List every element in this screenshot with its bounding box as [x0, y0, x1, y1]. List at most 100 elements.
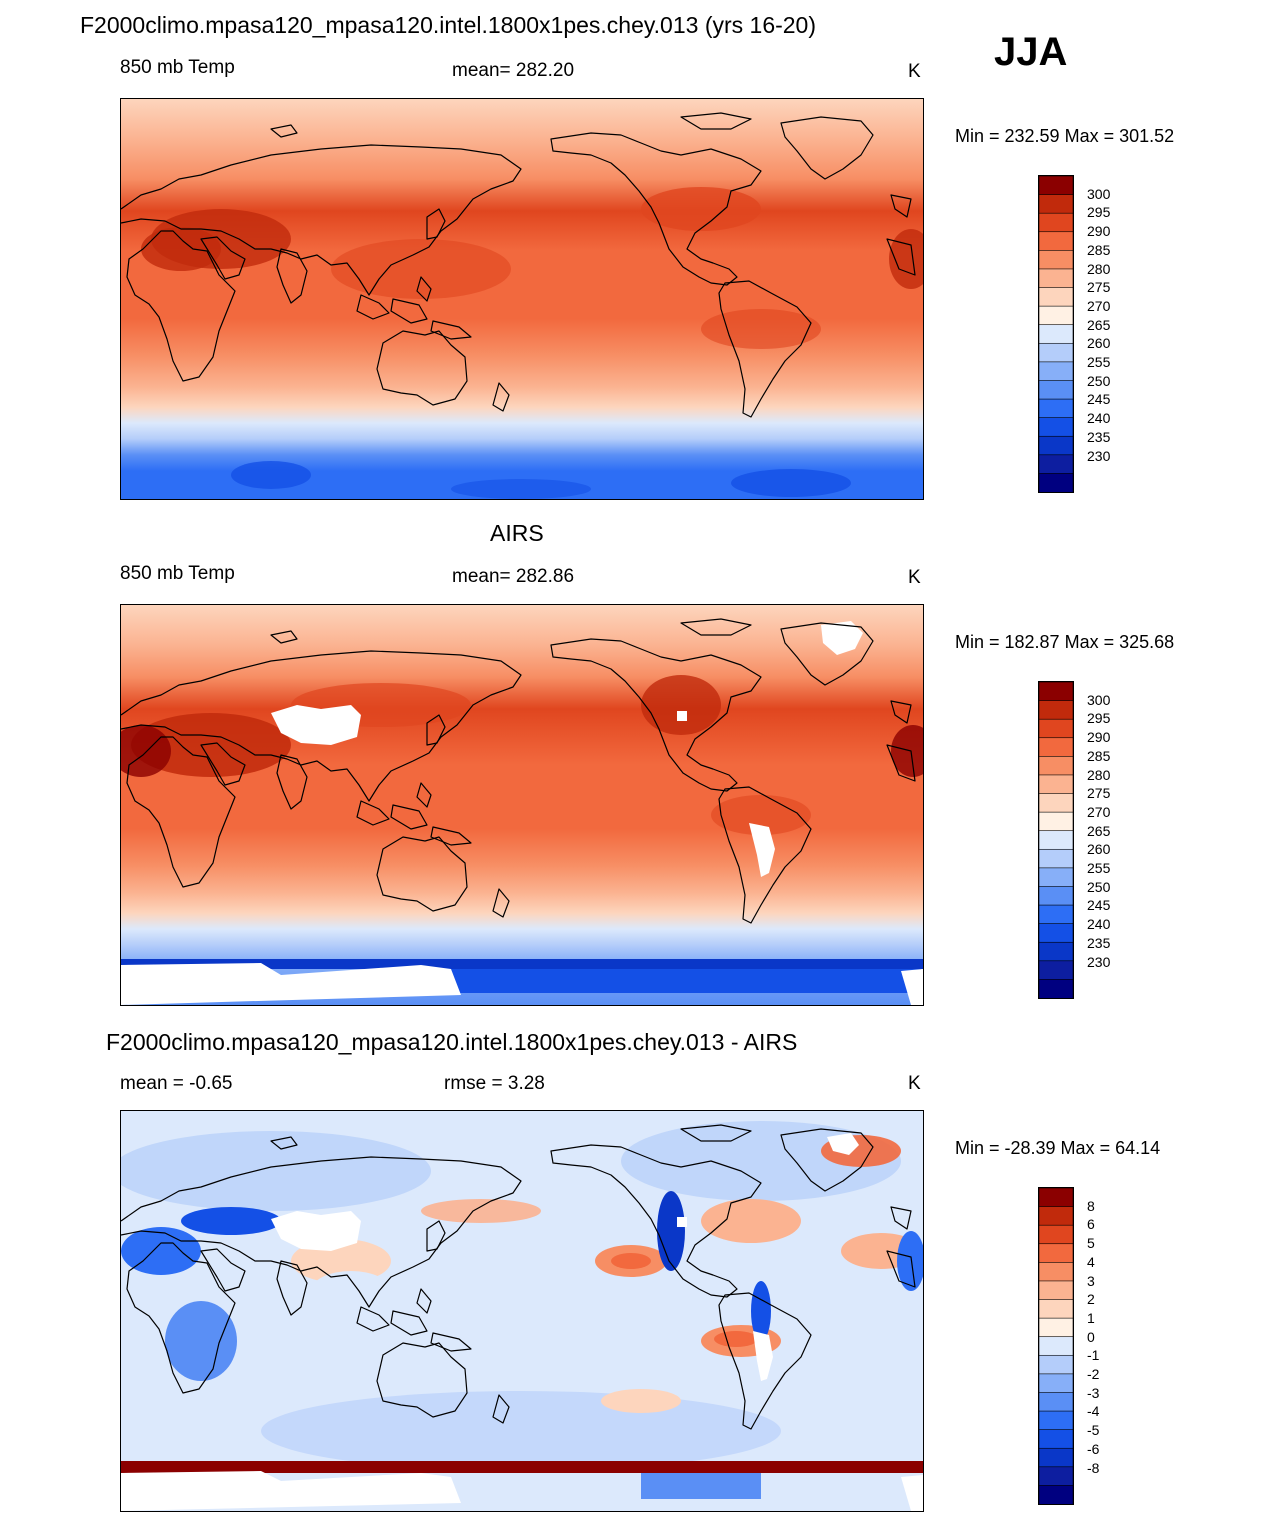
colorbar-tick-label: 300 [1087, 691, 1111, 708]
colorbar-tick-label: 300 [1087, 185, 1111, 202]
panel1-minmax-label: Min = 232.59 Max = 301.52 [955, 126, 1175, 146]
colorbar-tick-label: 255 [1087, 860, 1111, 877]
panel1-title: F2000climo.mpasa120_mpasa120.intel.1800x… [80, 12, 817, 38]
colorbar-tick-label: -1 [1087, 1347, 1100, 1364]
panel2-mean-label: mean= 282.86 [452, 566, 575, 587]
colorbar-tick-label: 270 [1087, 803, 1111, 820]
colorbar-swatch [1039, 848, 1073, 869]
colorbar-swatch [1039, 1373, 1073, 1394]
colorbar-swatch [1039, 361, 1073, 382]
colorbar-tick-label: 1 [1087, 1309, 1095, 1326]
panel3-colorbar [1038, 1187, 1074, 1505]
colorbar-tick-label: -8 [1087, 1459, 1100, 1476]
colorbar-tick-label: 275 [1087, 785, 1111, 802]
colorbar-tick-label: -6 [1087, 1440, 1100, 1457]
colorbar-tick-label: 3 [1087, 1272, 1095, 1289]
colorbar-tick-label: -4 [1087, 1403, 1100, 1420]
colorbar-swatch [1039, 324, 1073, 345]
colorbar-swatch [1039, 212, 1073, 233]
colorbar-tick-label: 260 [1087, 335, 1111, 352]
colorbar-swatch [1039, 682, 1073, 702]
colorbar-swatch [1039, 830, 1073, 851]
colorbar-swatch [1039, 793, 1073, 813]
panel1-colorbar-swatches [1039, 176, 1073, 492]
colorbar-swatch [1039, 1410, 1073, 1431]
colorbar-swatch [1039, 756, 1073, 776]
panel2-colorbar-swatches [1039, 682, 1073, 998]
colorbar-tick-label: 2 [1087, 1291, 1095, 1308]
colorbar-swatch [1039, 904, 1073, 925]
colorbar-swatch [1039, 1317, 1073, 1338]
colorbar-swatch [1039, 811, 1073, 832]
colorbar-swatch [1039, 774, 1073, 795]
panel2-units-label: K [908, 567, 921, 588]
colorbar-tick-label: 250 [1087, 372, 1111, 389]
colorbar-swatch [1039, 250, 1073, 270]
colorbar-swatch [1039, 398, 1073, 419]
colorbar-swatch [1039, 194, 1073, 214]
colorbar-tick-label: 6 [1087, 1216, 1095, 1233]
panel3-title: F2000climo.mpasa120_mpasa120.intel.1800x… [106, 1029, 798, 1055]
colorbar-swatch [1039, 867, 1073, 888]
colorbar-swatch [1039, 1392, 1073, 1412]
colorbar-swatch [1039, 435, 1073, 456]
colorbar-swatch [1039, 1188, 1073, 1208]
panel2-map [120, 604, 924, 1006]
colorbar-tick-label: 275 [1087, 279, 1111, 296]
colorbar-swatch [1039, 176, 1073, 196]
colorbar-swatch [1039, 1336, 1073, 1357]
colorbar-tick-label: 8 [1087, 1197, 1095, 1214]
panel1-variable-label: 850 mb Temp [120, 57, 235, 78]
colorbar-tick-label: 260 [1087, 841, 1111, 858]
colorbar-swatch [1039, 1354, 1073, 1375]
colorbar-swatch [1039, 941, 1073, 962]
colorbar-tick-label: 245 [1087, 391, 1111, 408]
colorbar-swatch [1039, 287, 1073, 307]
colorbar-tick-label: 285 [1087, 241, 1111, 258]
colorbar-tick-label: 235 [1087, 428, 1111, 445]
colorbar-swatch [1039, 923, 1073, 944]
colorbar-tick-label: 235 [1087, 934, 1111, 951]
colorbar-swatch [1039, 1262, 1073, 1282]
colorbar-tick-label: 0 [1087, 1328, 1095, 1345]
colorbar-tick-label: 290 [1087, 223, 1111, 240]
colorbar-tick-label: 4 [1087, 1253, 1095, 1270]
panel2-minmax-label: Min = 182.87 Max = 325.68 [955, 632, 1175, 652]
colorbar-swatch [1039, 380, 1073, 400]
colorbar-tick-label: 265 [1087, 316, 1111, 333]
colorbar-tick-label: 5 [1087, 1235, 1095, 1252]
colorbar-swatch [1039, 1485, 1073, 1504]
colorbar-tick-label: 240 [1087, 410, 1111, 427]
colorbar-tick-label: 250 [1087, 878, 1111, 895]
colorbar-swatch [1039, 268, 1073, 289]
season-label: JJA [994, 30, 1068, 74]
colorbar-tick-label: 285 [1087, 747, 1111, 764]
panel1-mean-label: mean= 282.20 [452, 60, 575, 81]
colorbar-tick-label: 295 [1087, 204, 1111, 221]
colorbar-tick-label: -2 [1087, 1366, 1100, 1383]
colorbar-swatch [1039, 700, 1073, 720]
colorbar-tick-label: 280 [1087, 260, 1111, 277]
colorbar-swatch [1039, 960, 1073, 981]
panel2-colorbar [1038, 681, 1074, 999]
colorbar-swatch [1039, 737, 1073, 758]
panel3-colorbar-swatches [1039, 1188, 1073, 1504]
colorbar-swatch [1039, 1280, 1073, 1301]
colorbar-swatch [1039, 886, 1073, 906]
colorbar-swatch [1039, 718, 1073, 739]
colorbar-swatch [1039, 305, 1073, 326]
colorbar-tick-label: 230 [1087, 447, 1111, 464]
colorbar-swatch [1039, 342, 1073, 363]
colorbar-swatch [1039, 1466, 1073, 1487]
colorbar-tick-label: 245 [1087, 897, 1111, 914]
panel2-title: AIRS [490, 520, 544, 546]
colorbar-tick-label: 270 [1087, 297, 1111, 314]
panel3-map [120, 1110, 924, 1512]
colorbar-swatch [1039, 1243, 1073, 1264]
colorbar-swatch [1039, 1429, 1073, 1450]
panel1-map [120, 98, 924, 500]
panel1-colorbar [1038, 175, 1074, 493]
colorbar-tick-label: 280 [1087, 766, 1111, 783]
colorbar-swatch [1039, 473, 1073, 492]
panel3-rmse-label: rmse = 3.28 [444, 1073, 545, 1094]
